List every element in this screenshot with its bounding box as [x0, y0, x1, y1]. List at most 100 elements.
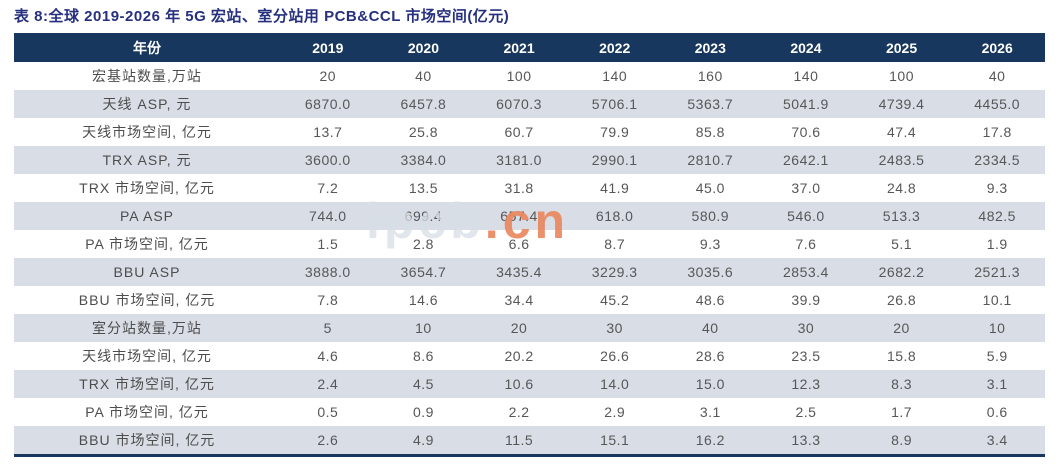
- cell-2019: 4.6: [317, 348, 339, 364]
- cell-2021: 31.8: [504, 180, 534, 196]
- cell-2024: 23.5: [791, 348, 821, 364]
- row-label: PA ASP: [120, 208, 174, 224]
- year-header-2024: 2024: [758, 33, 854, 62]
- row-label: TRX 市场空间, 亿元: [79, 376, 215, 392]
- cell-2026: 17.8: [982, 124, 1012, 140]
- cell-2020: 8.6: [412, 348, 434, 364]
- row-label: BBU 市场空间, 亿元: [78, 432, 216, 448]
- cell-2022: 618.0: [595, 208, 634, 224]
- cell-2020: 3654.7: [400, 264, 447, 280]
- cell-2024: 2853.4: [783, 264, 829, 280]
- market-space-table: 年份 2019 2020 2021 2022 2023 2024 2025 2026 宏基站数量…: [14, 33, 1045, 457]
- cell-2025: 2682.2: [878, 264, 925, 280]
- cell-2023: 9.3: [699, 236, 721, 252]
- cell-2025: 8.9: [891, 432, 913, 448]
- row-label: BBU 市场空间, 亿元: [78, 292, 216, 308]
- cell-2025: 2483.5: [878, 152, 925, 168]
- cell-2026: 4455.0: [974, 96, 1021, 112]
- cell-2024: 2642.1: [783, 152, 829, 168]
- cell-2026: 0.6: [986, 404, 1008, 420]
- cell-2019: 5: [323, 320, 332, 336]
- cell-2022: 140: [602, 68, 628, 84]
- cell-2021: 20: [510, 320, 528, 336]
- cell-2021: 11.5: [504, 432, 534, 448]
- cell-2025: 100: [889, 68, 914, 84]
- cell-2022: 3229.3: [591, 264, 638, 280]
- cell-2021: 6.6: [508, 236, 530, 252]
- table-row: PA 市场空间, 亿元 1.5 2.8 6.6 8.7 9.3 7.6 5.1 1.9: [14, 230, 1045, 258]
- cell-2022: 41.9: [600, 180, 630, 196]
- row-label: 天线 ASP, 元: [102, 96, 192, 112]
- cell-2019: 2.4: [317, 376, 339, 392]
- cell-2022: 79.9: [600, 124, 630, 140]
- cell-2021: 60.7: [504, 124, 534, 140]
- cell-2019: 744.0: [309, 208, 347, 224]
- cell-2021: 34.4: [504, 292, 534, 308]
- cell-2025: 5.1: [891, 236, 913, 252]
- cell-2026: 2521.3: [974, 264, 1021, 280]
- table-body: 宏基站数量,万站 20 40 100 140 160 140 100 40 天线 ASP, 元 68…: [14, 62, 1045, 456]
- year-header-2025: 2025: [853, 33, 950, 62]
- cell-2024: 12.3: [791, 376, 821, 392]
- cell-2023: 3.1: [699, 404, 721, 420]
- cell-2019: 3888.0: [304, 264, 351, 280]
- cell-2020: 0.9: [412, 404, 434, 420]
- cell-2023: 3035.6: [687, 264, 734, 280]
- cell-2020: 3384.0: [400, 152, 447, 168]
- cell-2019: 20: [319, 68, 337, 84]
- cell-2024: 37.0: [791, 180, 821, 196]
- cell-2026: 10.1: [982, 292, 1012, 308]
- cell-2019: 1.5: [317, 236, 339, 252]
- cell-2023: 160: [697, 68, 723, 84]
- year-header-2023: 2023: [662, 33, 759, 62]
- cell-2025: 4739.4: [878, 96, 925, 112]
- cell-2020: 2.8: [412, 236, 434, 252]
- table-row: TRX ASP, 元 3600.0 3384.0 3181.0 2990.1 2810.7…: [14, 146, 1045, 174]
- cell-2022: 45.2: [600, 292, 630, 308]
- cell-2024: 546.0: [787, 208, 825, 224]
- table-row: 天线市场空间, 亿元 4.6 8.6 20.2 26.6 28.6 23.5 15.8 5.9: [14, 342, 1045, 370]
- cell-2020: 6457.8: [400, 96, 447, 112]
- cell-2023: 45.0: [695, 180, 725, 196]
- cell-2025: 8.3: [891, 376, 913, 392]
- row-label: PA 市场空间, 亿元: [85, 404, 209, 420]
- year-header-2026: 2026: [949, 33, 1045, 62]
- row-label: 宏基站数量,万站: [92, 68, 202, 84]
- cell-2019: 0.5: [317, 404, 339, 420]
- row-label: PA 市场空间, 亿元: [85, 236, 209, 252]
- cell-2023: 40: [702, 320, 719, 336]
- cell-2024: 2.5: [795, 404, 817, 420]
- cell-2022: 26.6: [600, 348, 630, 364]
- cell-2023: 28.6: [695, 348, 725, 364]
- table-row: TRX 市场空间, 亿元 7.2 13.5 31.8 41.9 45.0 37.0 24.8 9…: [14, 174, 1045, 202]
- cell-2023: 580.9: [691, 208, 730, 224]
- cell-2023: 15.0: [695, 376, 725, 392]
- cell-2026: 9.3: [986, 180, 1008, 196]
- cell-2024: 5041.9: [783, 96, 829, 112]
- year-header-2019: 2019: [280, 33, 376, 62]
- cell-2019: 2.6: [317, 432, 339, 448]
- year-column-header: 年份: [14, 33, 280, 62]
- cell-2022: 5706.1: [591, 96, 638, 112]
- cell-2026: 5.9: [986, 348, 1008, 364]
- cell-2019: 13.7: [313, 124, 343, 140]
- cell-2020: 4.9: [412, 432, 434, 448]
- cell-2026: 10: [988, 320, 1006, 336]
- cell-2023: 5363.7: [687, 96, 734, 112]
- cell-2025: 1.7: [891, 404, 913, 420]
- cell-2019: 7.8: [317, 292, 339, 308]
- cell-2026: 3.4: [986, 432, 1008, 448]
- cell-2026: 40: [988, 68, 1006, 84]
- table-header-row: 年份 2019 2020 2021 2022 2023 2024 2025 2026: [14, 33, 1045, 62]
- cell-2020: 4.5: [412, 376, 434, 392]
- table-row: 天线市场空间, 亿元 13.7 25.8 60.7 79.9 85.8 70.6 47.4 17…: [14, 118, 1045, 146]
- cell-2021: 20.2: [504, 348, 534, 364]
- cell-2026: 1.9: [986, 236, 1008, 252]
- cell-2020: 40: [415, 68, 432, 84]
- cell-2026: 482.5: [978, 208, 1016, 224]
- cell-2021: 10.6: [504, 376, 534, 392]
- cell-2021: 3181.0: [496, 152, 542, 168]
- cell-2020: 10: [415, 320, 432, 336]
- table-row: 天线 ASP, 元 6870.0 6457.8 6070.3 5706.1 5363.7 5…: [14, 90, 1045, 118]
- cell-2024: 39.9: [791, 292, 821, 308]
